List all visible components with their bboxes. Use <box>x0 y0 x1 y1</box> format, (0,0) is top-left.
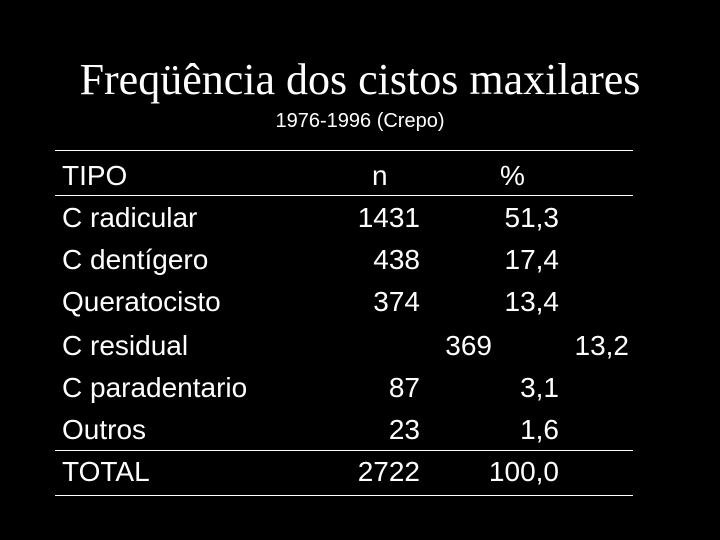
header-n: n <box>372 160 388 191</box>
slide-title: Freqüência dos cistos maxilares <box>79 55 641 104</box>
row-pct: 13,4 <box>504 286 560 317</box>
row-n: 374 <box>373 286 420 317</box>
table-total-rule <box>55 450 633 451</box>
row-n: 1431 <box>357 202 420 233</box>
table-header-rule <box>55 195 633 196</box>
header-tipo: TIPO <box>62 160 128 191</box>
row-total-n: 2722 <box>357 456 420 487</box>
row-pct: 17,4 <box>504 244 560 275</box>
row-tipo: C paradentario <box>62 372 248 403</box>
row-tipo: C residual <box>62 330 189 361</box>
row-n: 23 <box>388 414 420 445</box>
row-total-tipo: TOTAL <box>62 456 150 487</box>
table-top-rule <box>55 150 633 151</box>
row-pct: 51,3 <box>504 202 560 233</box>
row-n: 87 <box>388 372 420 403</box>
row-total-pct: 100,0 <box>488 456 559 487</box>
row-tipo: Queratocisto <box>62 286 221 317</box>
row-n: 369 <box>445 330 492 361</box>
header-pct: % <box>500 160 525 191</box>
row-tipo: C radicular <box>62 202 198 233</box>
row-pct: 13,2 <box>574 330 630 361</box>
row-tipo: C dentígero <box>62 244 209 275</box>
row-pct: 3,1 <box>520 372 559 403</box>
row-tipo: Outros <box>62 414 147 445</box>
slide-subtitle: 1976-1996 (Crepo) <box>275 110 445 132</box>
row-n: 438 <box>373 244 420 275</box>
row-pct: 1,6 <box>520 414 559 445</box>
table-bottom-rule <box>55 495 633 496</box>
